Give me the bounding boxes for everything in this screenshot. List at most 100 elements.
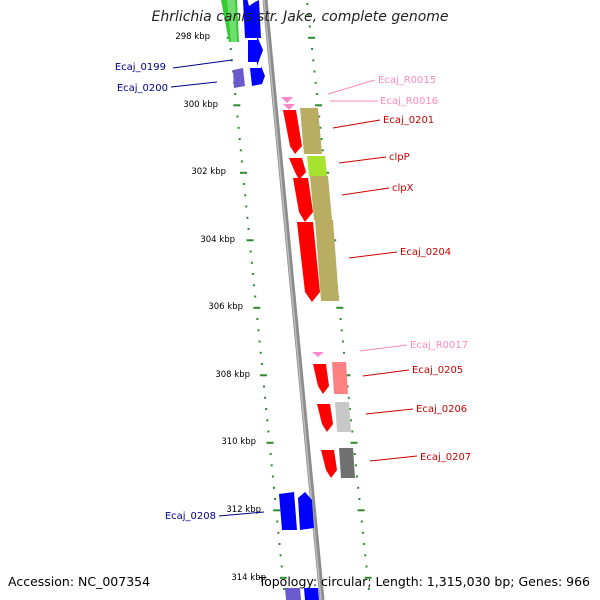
gene-ecaj-0200-cog[interactable] xyxy=(233,68,245,88)
outer-ruler-tick xyxy=(232,70,234,73)
label-ecaj-0206[interactable]: Ecaj_0206 xyxy=(416,404,467,415)
outer-ruler-tick xyxy=(250,261,253,264)
outer-ruler-tick xyxy=(253,306,261,309)
gene-ecaj-0207[interactable] xyxy=(321,450,337,478)
outer-ruler-tick xyxy=(240,160,243,163)
inner-ruler-tick xyxy=(367,588,370,590)
inner-ruler-tick xyxy=(360,520,363,523)
label-ecaj-r0017[interactable]: Ecaj_R0017 xyxy=(410,340,468,351)
outer-ruler-tick xyxy=(251,273,254,275)
inner-ruler-tick xyxy=(343,351,345,354)
outer-ruler-tick xyxy=(239,149,242,152)
outer-ruler-tick xyxy=(276,520,279,523)
label-ecaj-0205[interactable]: Ecaj_0205 xyxy=(412,365,463,376)
label-ecaj-0200[interactable]: Ecaj_0200 xyxy=(117,83,168,94)
outer-ruler xyxy=(225,3,287,590)
label-ecaj-0208[interactable]: Ecaj_0208 xyxy=(165,511,216,522)
outer-ruler-tick xyxy=(247,228,250,230)
cog-ecaj-0207[interactable] xyxy=(339,448,355,478)
inner-ruler-tick xyxy=(364,576,372,579)
gene-forward-downstream[interactable] xyxy=(285,588,301,600)
ruler-label-314: 314 kbp xyxy=(231,573,266,583)
cog-clpp[interactable] xyxy=(307,156,327,176)
outer-ruler-tick xyxy=(282,588,285,590)
gene-ecaj-0200[interactable] xyxy=(250,66,265,86)
gene-forward-downstream-2[interactable] xyxy=(304,588,319,600)
gene-ecaj-0205[interactable] xyxy=(313,364,329,394)
ruler-label-304: 304 kbp xyxy=(200,235,235,245)
label-ecaj-0207[interactable]: Ecaj_0207 xyxy=(420,452,471,463)
cog-clpx[interactable] xyxy=(310,176,332,220)
outer-ruler-tick xyxy=(253,284,255,287)
inner-ruler-tick xyxy=(363,543,366,545)
gene-ecaj-0201[interactable] xyxy=(283,110,302,154)
outer-ruler-tick xyxy=(278,543,281,545)
cog-ecaj-0205[interactable] xyxy=(332,362,348,394)
outer-ruler-tick xyxy=(266,441,274,444)
inner-ruler-tick xyxy=(358,498,361,500)
label-ecaj-r0016[interactable]: Ecaj_R0016 xyxy=(380,96,438,107)
inner-ruler-tick xyxy=(321,149,324,152)
callout-line-ecaj-0204 xyxy=(348,251,398,259)
outer-ruler-tick xyxy=(279,554,282,557)
callout-line-ecaj-0201 xyxy=(332,119,381,129)
genome-summary-text: Topology: circular; Length: 1,315,030 bp… xyxy=(258,574,590,589)
outer-ruler-tick xyxy=(259,351,262,354)
outer-ruler-tick xyxy=(238,138,241,140)
gene-callouts xyxy=(170,59,418,517)
inner-ruler-tick xyxy=(347,396,350,399)
label-ecaj-0199[interactable]: Ecaj_0199 xyxy=(115,62,166,73)
gene-ecaj-0204[interactable] xyxy=(297,222,320,302)
inner-ruler-tick xyxy=(351,430,354,433)
ruler-label-310: 310 kbp xyxy=(221,437,256,447)
gene-ecaj-0208-left[interactable] xyxy=(279,492,297,530)
cog-ecaj-0206[interactable] xyxy=(335,402,351,432)
callout-line-ecaj-0200 xyxy=(170,81,218,88)
outer-ruler-tick xyxy=(260,363,263,365)
outer-ruler-tick xyxy=(240,171,247,174)
inner-ruler-tick xyxy=(365,565,368,568)
inner-ruler-tick xyxy=(346,385,349,388)
outer-ruler-tick xyxy=(279,576,287,579)
label-ecaj-0204[interactable]: Ecaj_0204 xyxy=(400,247,451,258)
gene-ecaj-0199[interactable] xyxy=(248,36,263,66)
outer-ruler-tick xyxy=(246,239,254,242)
outer-ruler-tick xyxy=(256,318,259,320)
inner-ruler-tick xyxy=(364,554,367,557)
gene-ecaj-0208-right[interactable] xyxy=(298,492,314,530)
inner-ruler-tick xyxy=(315,93,318,95)
ruler-labels: 298 kbp 300 kbp 302 kbp 304 kbp 306 kbp … xyxy=(175,32,266,583)
callout-line-ecaj-0199 xyxy=(172,59,233,69)
gene-ecaj-r0016[interactable] xyxy=(283,104,295,110)
gene-ecaj-r0017[interactable] xyxy=(312,352,324,357)
gene-clpx[interactable] xyxy=(293,178,313,222)
inner-ruler-tick xyxy=(320,138,323,140)
inner-ruler-tick xyxy=(307,14,310,17)
label-ecaj-0201[interactable]: Ecaj_0201 xyxy=(383,115,434,126)
ruler-label-300: 300 kbp xyxy=(183,100,218,110)
inner-ruler-tick xyxy=(357,509,365,512)
inner-ruler-tick xyxy=(348,408,351,410)
ruler-label-302: 302 kbp xyxy=(191,167,226,177)
gene-forward-upstream-2[interactable] xyxy=(243,0,261,38)
outer-ruler-tick xyxy=(254,295,257,298)
inner-ruler-tick xyxy=(306,3,309,5)
label-ecaj-r0015[interactable]: Ecaj_R0015 xyxy=(378,75,436,86)
gene-clpp[interactable] xyxy=(289,158,306,180)
gene-ecaj-0206[interactable] xyxy=(317,404,333,432)
cog-ecaj-0204[interactable] xyxy=(315,220,339,301)
outer-ruler-tick xyxy=(258,340,261,343)
cog-ecaj-0201[interactable] xyxy=(300,108,322,154)
genome-backbone xyxy=(262,0,325,600)
ruler-label-306: 306 kbp xyxy=(208,302,243,312)
gene-ecaj-r0015[interactable] xyxy=(281,97,293,103)
callout-line-clpx xyxy=(341,187,390,196)
outer-ruler-tick xyxy=(236,115,239,118)
label-clpx[interactable]: clpX xyxy=(392,183,414,194)
map-title: Ehrlichia canis str. Jake, complete geno… xyxy=(151,9,449,25)
outer-ruler-tick xyxy=(263,385,265,388)
accession-text: Accession: NC_007354 xyxy=(8,574,151,589)
label-clpp[interactable]: clpP xyxy=(389,152,410,163)
outer-ruler-tick xyxy=(233,104,241,107)
